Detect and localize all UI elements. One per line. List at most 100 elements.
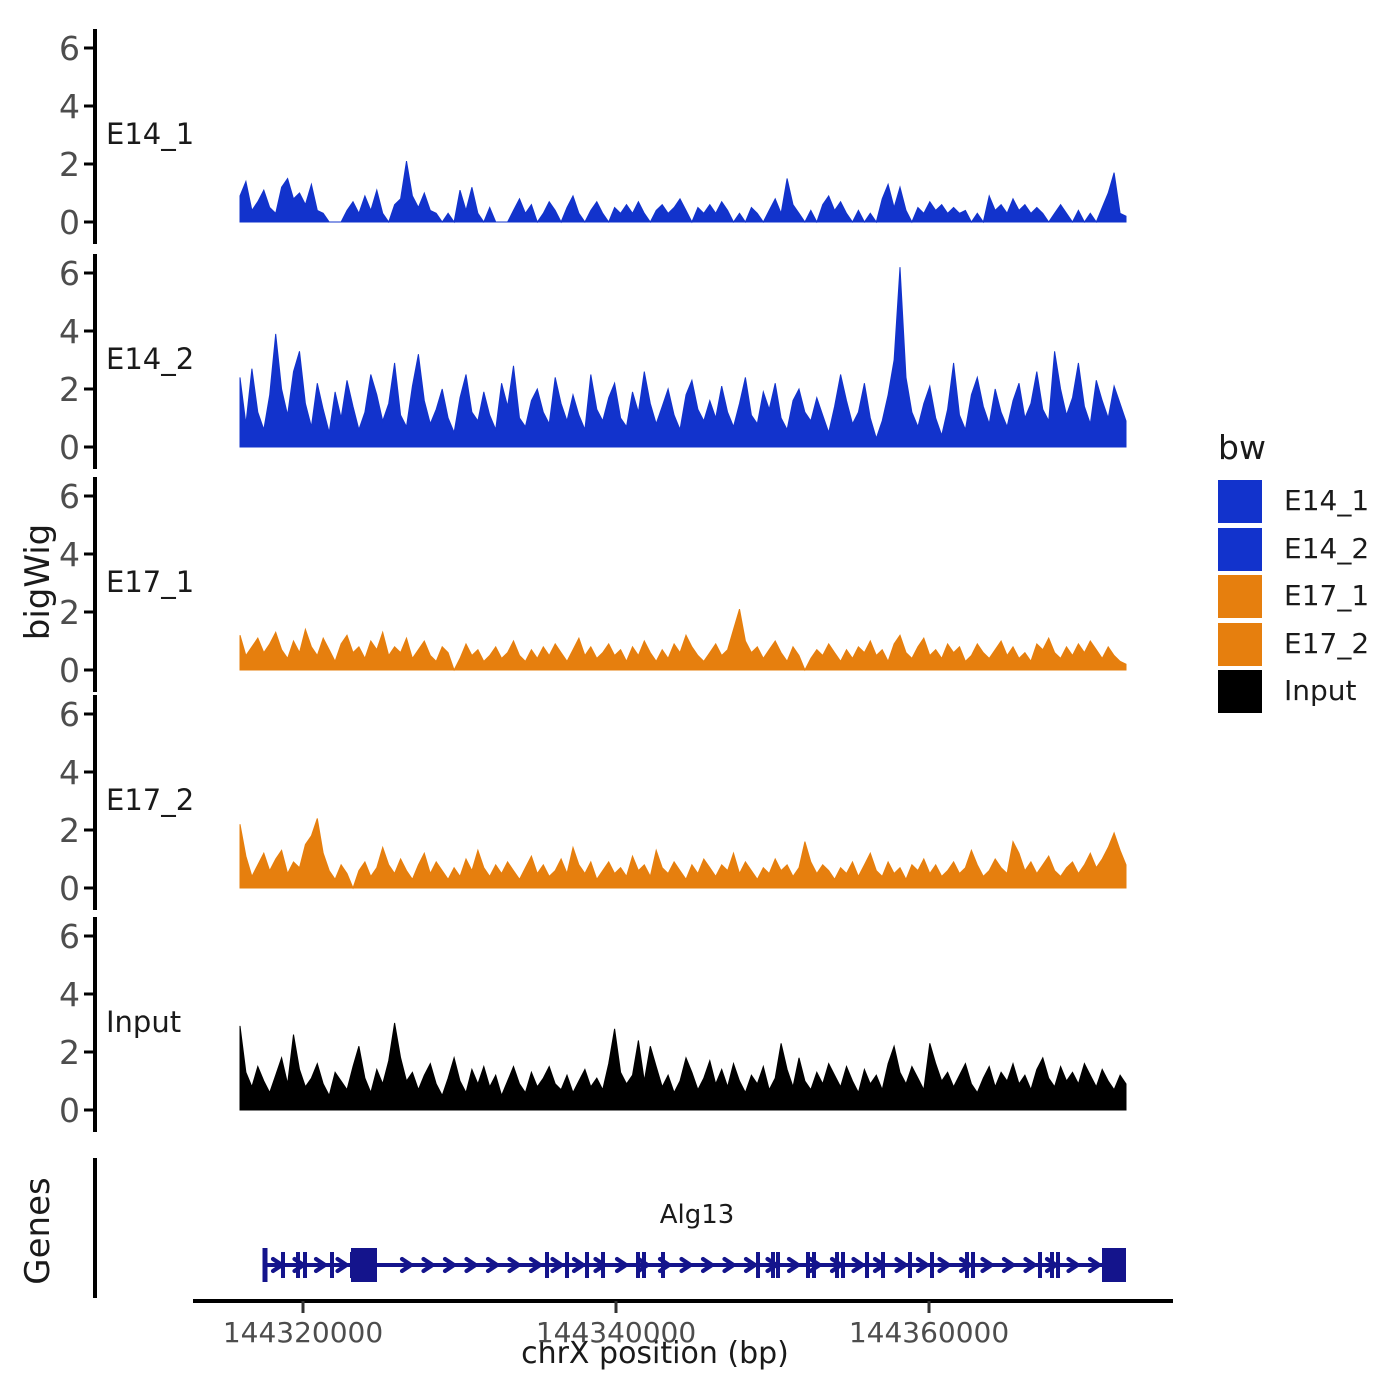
gene-exon-bar [585, 1252, 589, 1278]
y-tick-label-E14_2-0: 0 [59, 428, 80, 467]
gene-exon-bar [881, 1252, 885, 1278]
track-label-Input: Input [106, 1005, 182, 1039]
gene-exon-bar [865, 1252, 869, 1278]
y-tick-label-E14_1-2: 2 [59, 145, 80, 184]
x-axis-title: chrX position (bp) [521, 1336, 789, 1371]
y-tick-label-E17_2-4: 4 [59, 753, 80, 792]
gene-exon-bar [806, 1252, 810, 1278]
y-tick-label-E17_2-2: 2 [59, 811, 80, 850]
y-tick-label-Input-0: 0 [59, 1091, 80, 1130]
strand-arrow-icon [722, 1256, 736, 1274]
legend-label-Input: Input [1284, 674, 1357, 707]
gene-exon-bar [661, 1252, 665, 1278]
coverage-area-Input [239, 1022, 1127, 1111]
strand-arrow-icon [1066, 1256, 1080, 1274]
gene-exon-bar [971, 1252, 975, 1278]
y-tick-label-E17_1-0: 0 [59, 651, 80, 690]
gene-exon-box [1102, 1248, 1126, 1282]
strand-arrow-icon [1087, 1256, 1102, 1274]
track-label-E14_1: E14_1 [106, 117, 195, 151]
y-tick-label-E17_1-4: 4 [59, 535, 80, 574]
strand-arrow-icon [550, 1256, 564, 1274]
gene-exon-bar [812, 1252, 816, 1278]
coverage-area-E14_1 [239, 161, 1127, 224]
strand-arrow-icon [614, 1256, 629, 1274]
strand-arrow-icon [700, 1256, 715, 1274]
gene-exon-box [351, 1248, 377, 1282]
y-tick-label-E14_2-2: 2 [59, 370, 80, 409]
legend-title: bw [1218, 428, 1266, 467]
strand-arrow-icon [980, 1256, 994, 1274]
strand-arrow-icon [786, 1256, 801, 1274]
strand-arrow-icon [399, 1256, 414, 1274]
gene-exon-bar [636, 1252, 640, 1278]
gene-exon-bar [776, 1252, 780, 1278]
gene-exon-bar [930, 1252, 934, 1278]
legend-swatch-Input [1218, 670, 1262, 713]
gene-exon-bar [771, 1252, 775, 1278]
strand-arrow-icon [464, 1256, 478, 1274]
y-tick-label-E17_1-6: 6 [59, 477, 80, 516]
strand-arrow-icon [743, 1256, 758, 1274]
coverage-area-E17_2 [239, 818, 1127, 890]
x-tick-label-144320000: 144320000 [222, 1316, 384, 1349]
gene-exon-bar [1050, 1252, 1054, 1278]
gene-exon-bar [303, 1252, 307, 1278]
gene-name-label: Alg13 [659, 1200, 735, 1230]
gene-exon-bar [281, 1252, 285, 1278]
y-tick-label-E14_2-4: 4 [59, 312, 80, 351]
y-tick-label-E14_2-6: 6 [59, 254, 80, 293]
strand-arrow-icon [335, 1256, 349, 1274]
strand-arrow-icon [442, 1256, 457, 1274]
legend-label-E17_1: E17_1 [1284, 579, 1370, 612]
gene-exon-bar [908, 1252, 912, 1278]
strand-arrow-icon [507, 1256, 521, 1274]
gene-exon-bar [262, 1248, 268, 1282]
legend-swatch-E14_2 [1218, 527, 1262, 571]
gene-exon-bar [1038, 1252, 1042, 1278]
strand-arrow-icon [1001, 1256, 1016, 1274]
legend-label-E17_2: E17_2 [1284, 626, 1370, 660]
coverage-area-E17_1 [239, 608, 1127, 672]
legend-swatch-E17_2 [1218, 622, 1262, 666]
strand-arrow-icon [313, 1256, 328, 1274]
legend-label-E14_2: E14_2 [1284, 531, 1370, 565]
legend-label-E14_1: E14_1 [1284, 484, 1370, 517]
gene-exon-bar [965, 1252, 969, 1278]
strand-arrow-icon [1023, 1256, 1037, 1274]
strand-arrow-icon [571, 1256, 586, 1274]
x-tick-label-144360000: 144360000 [848, 1316, 1010, 1349]
genes-axis-title: Genes [18, 1177, 58, 1285]
gene-exon-bar [756, 1252, 760, 1278]
gene-exon-bar [565, 1252, 569, 1278]
strand-arrow-icon [958, 1256, 973, 1274]
track-label-E14_2: E14_2 [106, 342, 195, 376]
strand-arrow-icon [894, 1256, 908, 1274]
y-tick-label-Input-6: 6 [59, 917, 80, 956]
gene-exon-bar [1056, 1252, 1060, 1278]
y-tick-label-E14_1-6: 6 [59, 29, 80, 68]
y-tick-label-E14_1-0: 0 [59, 203, 80, 242]
gene-exon-bar [841, 1252, 845, 1278]
legend-swatch-E14_1 [1218, 480, 1262, 523]
legend-swatch-E17_1 [1218, 575, 1262, 618]
x-tick-label-144340000: 144340000 [535, 1316, 697, 1349]
gene-exon-bar [330, 1252, 334, 1278]
gene-exon-bar [296, 1252, 300, 1278]
gene-exon-bar [642, 1252, 646, 1278]
strand-arrow-icon [851, 1256, 865, 1274]
y-tick-label-Input-2: 2 [59, 1033, 80, 1072]
strand-arrow-icon [679, 1256, 693, 1274]
strand-arrow-icon [915, 1256, 930, 1274]
track-label-E17_1: E17_1 [106, 565, 195, 599]
y-tick-label-E14_1-4: 4 [59, 87, 80, 126]
track-label-E17_2: E17_2 [106, 783, 195, 817]
strand-arrow-icon [485, 1256, 500, 1274]
y-tick-label-E17_1-2: 2 [59, 593, 80, 632]
coverage-area-E14_2 [239, 267, 1127, 448]
y-tick-label-E17_2-0: 0 [59, 869, 80, 908]
strand-arrow-icon [636, 1256, 650, 1274]
y-tick-label-E17_2-6: 6 [59, 695, 80, 734]
